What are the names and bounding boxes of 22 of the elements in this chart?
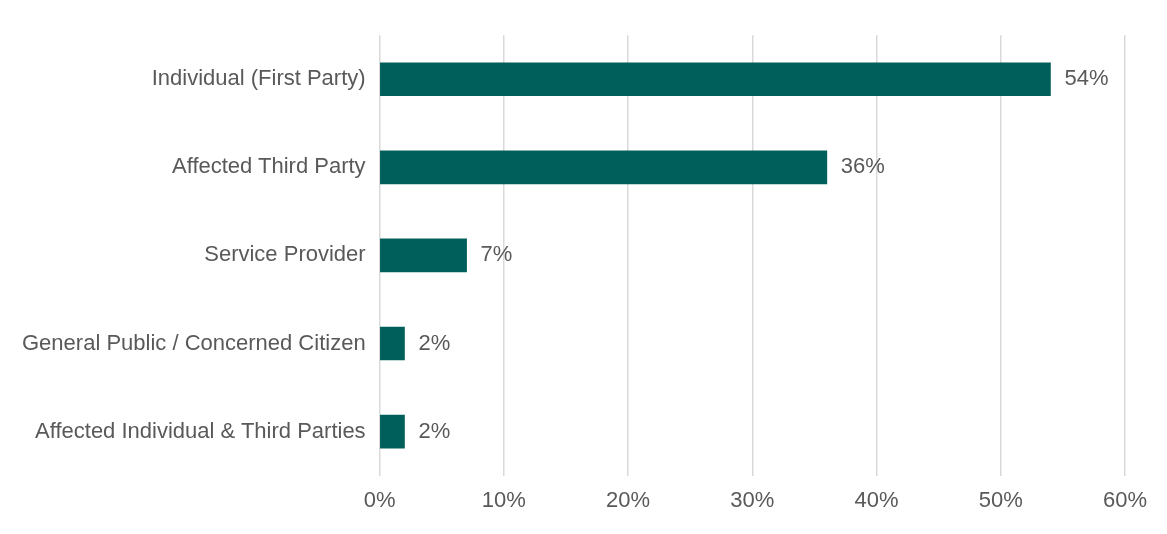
x-tick-label: 40% [854,486,899,512]
data-label: 7% [480,241,513,267]
bar [380,238,467,273]
data-label: 2% [418,417,451,443]
data-label: 36% [840,153,885,179]
x-tick-label: 60% [1102,486,1148,512]
y-tick-label: Affected Third Party [172,153,366,179]
y-tick-label: Service Provider [204,241,366,267]
x-tick-label: 30% [730,486,775,512]
data-label: 54% [1064,65,1109,91]
bar [380,414,405,449]
y-tick-label: Individual (First Party) [151,65,366,91]
x-tick-label: 20% [606,486,651,512]
bar [380,150,828,185]
x-tick-label: 50% [978,486,1023,512]
y-tick-label: General Public / Concerned Citizen [22,329,366,355]
bar [380,62,1051,97]
x-tick-label: 10% [481,486,526,512]
data-label: 2% [418,329,451,355]
x-tick-label: 0% [363,486,396,512]
y-tick-label: Affected Individual & Third Parties [35,417,366,443]
bar [380,326,405,361]
